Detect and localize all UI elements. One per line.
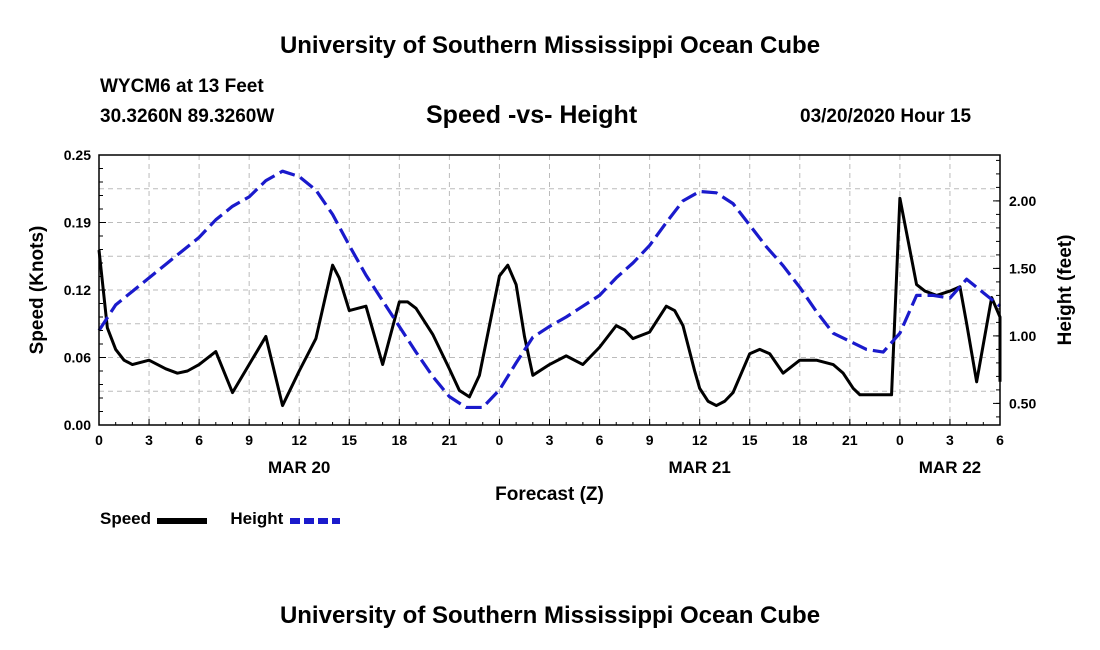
x-tick-label: 3: [546, 432, 554, 448]
y-right-tick-label: 1.00: [1009, 328, 1036, 344]
x-tick-label: 9: [646, 432, 654, 448]
y-left-tick-label: 0.12: [64, 282, 91, 298]
x-tick-label: 6: [195, 432, 203, 448]
x-tick-label: 9: [245, 432, 253, 448]
legend: Speed Height: [100, 509, 342, 531]
x-tick-label: 6: [996, 432, 1004, 448]
x-tick-label: 3: [145, 432, 153, 448]
series-layer: [97, 169, 1002, 410]
date-label: MAR 20: [268, 458, 330, 477]
x-tick-label: 0: [496, 432, 504, 448]
x-tick-label: 21: [842, 432, 858, 448]
station-label: WYCM6 at 13 Feet: [100, 76, 264, 97]
x-axis-label: Forecast (Z): [495, 484, 604, 505]
x-tick-label: 3: [946, 432, 954, 448]
y-left-tick-label: 0.00: [64, 417, 91, 433]
x-tick-label: 18: [392, 432, 408, 448]
page-title: University of Southern Mississippi Ocean…: [279, 32, 821, 59]
x-tick-label: 15: [341, 432, 357, 448]
y-right-tick-label: 1.50: [1009, 260, 1036, 276]
legend-speed-swatch: [157, 517, 208, 524]
legend-height-label: Height: [230, 509, 284, 528]
y-axis-left-label: Speed (Knots): [27, 226, 48, 355]
forecast-timestamp: 03/20/2020 Hour 15: [800, 106, 972, 127]
chart-title: Speed -vs- Height: [426, 101, 638, 129]
x-tick-label: 12: [291, 432, 307, 448]
x-tick-label: 18: [792, 432, 808, 448]
station-coordinates: 30.3260N 89.3260W: [100, 106, 275, 127]
y-right-tick-label: 0.50: [1009, 395, 1036, 411]
axes-layer: 0 3 6 9 12 15 18 21 0 3 6 9 12 15 18 21 0 3 6 MAR 20 MAR 21 M…: [64, 147, 1037, 477]
date-label: MAR 22: [919, 458, 981, 477]
x-tick-label: 15: [742, 432, 758, 448]
legend-height-swatch: [289, 517, 340, 524]
y-left-tick-label: 0.19: [64, 215, 91, 231]
x-tick-label: 6: [596, 432, 604, 448]
series-speed-line: [97, 196, 1002, 408]
x-tick-label: 0: [896, 432, 904, 448]
speed-height-chart: 0 3 6 9 12 15 18 21 0 3 6 9 12 15 18 21 0 3 6 MAR 20 MAR 21 M…: [27, 147, 1076, 505]
x-tick-label: 12: [692, 432, 708, 448]
x-tick-label: 0: [95, 432, 103, 448]
date-label: MAR 21: [668, 458, 730, 477]
y-axis-right-label: Height (feet): [1055, 235, 1076, 346]
footer-title: University of Southern Mississippi Ocean…: [279, 602, 821, 629]
series-height-line: [97, 169, 1002, 410]
y-left-tick-label: 0.06: [64, 350, 91, 366]
x-tick-label: 21: [442, 432, 458, 448]
y-right-tick-label: 2.00: [1009, 193, 1036, 209]
legend-speed-label: Speed: [100, 509, 152, 528]
grid-lines: [99, 155, 1000, 425]
y-left-tick-label: 0.25: [64, 147, 91, 163]
